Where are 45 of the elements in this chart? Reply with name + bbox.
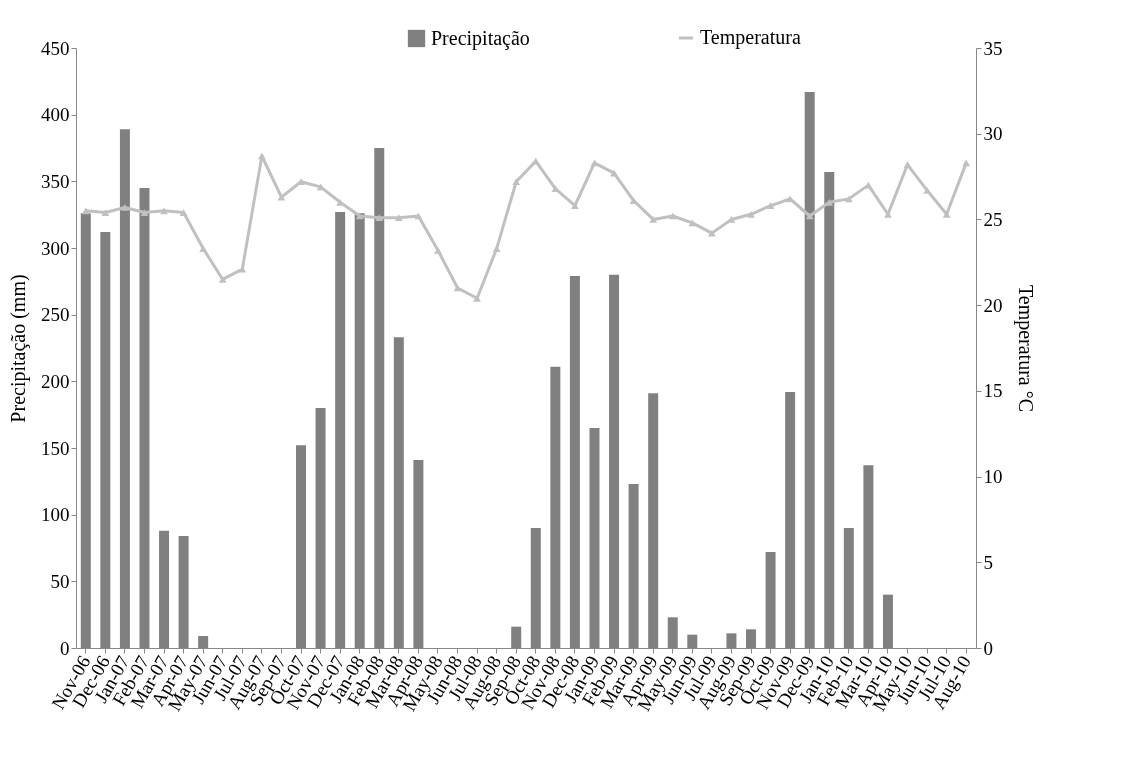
- point: [473, 294, 481, 302]
- y2-tick-label: 30: [983, 123, 1003, 145]
- point: [844, 195, 853, 203]
- point: [140, 209, 149, 216]
- point: [218, 276, 227, 283]
- y-tick-label: 400: [41, 104, 70, 126]
- point: [962, 159, 971, 167]
- legend-label: Temperatura: [700, 26, 801, 49]
- point: [375, 214, 384, 222]
- point: [81, 207, 90, 215]
- y2-tick-label: 20: [983, 294, 1003, 316]
- point: [766, 202, 775, 210]
- point: [512, 178, 521, 186]
- point: [160, 207, 168, 215]
- y2-tick-label: 0: [983, 637, 993, 659]
- legend-label: Precipitação: [431, 26, 530, 50]
- y-axis-title: Precipitação (mm): [7, 274, 30, 423]
- y-tick-label: 200: [41, 370, 70, 392]
- point: [590, 159, 599, 167]
- y-tick-label: 100: [41, 504, 70, 526]
- point: [394, 214, 403, 222]
- point: [649, 216, 658, 223]
- y-tick-label: 300: [41, 237, 70, 259]
- point: [571, 202, 579, 210]
- y-tick-label: 50: [50, 570, 70, 592]
- y2-tick-label: 15: [983, 380, 1003, 402]
- y2-axis-title: Temperatura °C: [1013, 284, 1037, 413]
- point: [688, 219, 697, 227]
- point: [747, 210, 755, 218]
- y-tick-label: 0: [60, 637, 70, 659]
- y-tick-label: 450: [41, 37, 70, 59]
- y-tick-label: 150: [41, 437, 70, 459]
- point: [179, 209, 188, 216]
- y-tick-label: 250: [41, 304, 70, 326]
- point: [199, 245, 208, 252]
- y2-tick-label: 10: [983, 466, 1003, 488]
- point: [101, 209, 110, 216]
- y2-tick-label: 35: [983, 37, 1003, 59]
- point: [434, 246, 442, 254]
- y2-tick-label: 5: [983, 551, 993, 573]
- point: [903, 161, 912, 168]
- point: [336, 198, 344, 206]
- point: [121, 204, 129, 211]
- y-tick-label: 350: [41, 170, 70, 192]
- y2-tick-label: 25: [983, 208, 1003, 230]
